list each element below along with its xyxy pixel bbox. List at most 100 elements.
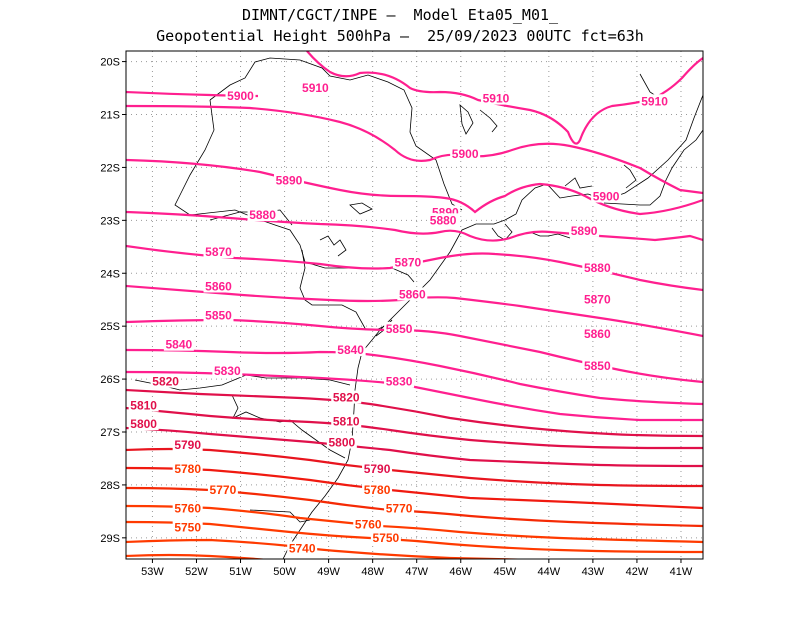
contour-label-5880-2: 5880: [584, 261, 611, 275]
lon-label-46W: 46W: [449, 566, 472, 578]
contour-label-5790-1: 5790: [364, 462, 391, 476]
contour-label-bg-5900-0: [225, 88, 256, 102]
contour-label-5830-0: 5830: [214, 364, 241, 378]
contour-label-5810-0: 5810: [130, 399, 157, 413]
contour-5750: [126, 520, 703, 554]
contour-label-bg-5910-2: [639, 94, 670, 108]
contour-label-bg-5850-1: [384, 321, 415, 335]
lon-label-50W: 50W: [273, 566, 296, 578]
lon-label-49W: 49W: [317, 566, 340, 578]
contour-label-bg-5790-1: [362, 462, 393, 476]
lat-label-24S: 24S: [100, 268, 120, 280]
contour-label-5860-0: 5860: [205, 279, 232, 293]
contour-label-5740-0: 5740: [289, 541, 316, 555]
lat-label-27S: 27S: [100, 427, 120, 439]
lon-label-44W: 44W: [538, 566, 561, 578]
contour-label-5850-0: 5850: [205, 309, 232, 323]
lat-label-22S: 22S: [100, 162, 120, 174]
contour-label-5910-1: 5910: [483, 92, 510, 106]
contour-label-5760-0: 5760: [174, 502, 201, 516]
contour-label-5910-0: 5910: [302, 81, 329, 95]
contour-label-bg-5800-1: [326, 435, 357, 449]
contour-label-bg-5770-0: [207, 483, 238, 497]
lat-label-26S: 26S: [100, 374, 120, 386]
contour-label-bg-5760-0: [172, 501, 203, 515]
contour-5760: [126, 504, 703, 544]
contour-label-bg-5750-1: [370, 530, 401, 544]
title-line-2: Geopotential Height 500hPa — 25/09/2023 …: [156, 27, 644, 45]
contour-label-5890-2: 5890: [571, 224, 598, 238]
contour-label-5790-0: 5790: [174, 438, 201, 452]
contour-label-bg-5810-0: [128, 398, 159, 412]
contour-5810: [126, 406, 703, 450]
contour-label-5800-0: 5800: [130, 417, 157, 431]
contour-label-bg-5800-0: [128, 417, 159, 431]
lon-label-53W: 53W: [141, 566, 164, 578]
contour-label-bg-5870-2: [582, 292, 613, 306]
contour-label-5860-2: 5860: [584, 327, 611, 341]
contour-5840: [126, 348, 703, 406]
contour-label-bg-5910-0: [300, 81, 331, 95]
contour-label-5780-1: 5780: [364, 483, 391, 497]
lat-label-20S: 20S: [100, 57, 120, 69]
axis-labels: 53W 52W 51W 50W 49W 48W 47W 46W 45W 44W 43W 42W 41W 2…: [100, 57, 692, 578]
contour-label-5850-1: 5850: [386, 322, 413, 336]
contour-label-bg-5790-0: [172, 438, 203, 452]
contour-label-5850-2: 5850: [584, 359, 611, 373]
contour-label-5840-1: 5840: [337, 343, 364, 357]
contour-label-bg-5820-0: [150, 374, 181, 388]
title-line-1: DIMNT/CGCT/INPE — Model Eta05_M01_: [241, 6, 559, 24]
lat-label-21S: 21S: [100, 110, 120, 122]
lon-label-43W: 43W: [582, 566, 605, 578]
lat-label-29S: 29S: [100, 533, 120, 545]
contour-label-5900-0: 5900: [227, 89, 254, 103]
contour-label-bg-5750-0: [172, 520, 203, 534]
contour-label-5830-1: 5830: [386, 375, 413, 389]
contour-label-bg-5880-0: [247, 208, 278, 222]
contour-label-bg-5830-0: [212, 364, 243, 378]
contour-label-bg-5910-1: [480, 91, 511, 105]
contour-label-5780-0: 5780: [174, 462, 201, 476]
contour-label-bg-5860-0: [203, 279, 234, 293]
contour-label-bg-5900-2: [591, 189, 622, 203]
contour-label-5820-1: 5820: [333, 391, 360, 405]
contour-label-bg-5850-2: [582, 358, 613, 372]
contour-label-bg-5900-1: [450, 147, 481, 161]
contour-label-bg-5870-0: [203, 245, 234, 259]
contour-5820: [126, 388, 703, 438]
lon-label-42W: 42W: [626, 566, 649, 578]
contour-label-5770-1: 5770: [386, 502, 413, 516]
contour-label-5870-1: 5870: [395, 256, 422, 270]
contour-label-bg-5860-1: [397, 287, 428, 301]
contour-label-bg-5770-1: [384, 501, 415, 515]
contour-label-bg-5840-0: [163, 337, 194, 351]
lon-label-52W: 52W: [185, 566, 208, 578]
lon-label-41W: 41W: [670, 566, 693, 578]
contour-label-5890-0: 5890: [276, 174, 303, 188]
contour-label-5820-0: 5820: [152, 375, 179, 389]
contour-label-bg-5760-1: [353, 517, 384, 531]
plot-frame: [125, 50, 704, 560]
contour-label-5810-1: 5810: [333, 414, 360, 428]
contour-label-bg-5840-1: [335, 342, 366, 356]
contour-label-bg-5820-1: [331, 390, 362, 404]
contour-label-bg-5890-0: [273, 173, 304, 187]
contour-label-bg-5860-2: [582, 327, 613, 341]
lon-label-51W: 51W: [229, 566, 252, 578]
contour-label-5870-2: 5870: [584, 293, 611, 307]
lat-label-25S: 25S: [100, 321, 120, 333]
contour-label-bg-5780-0: [172, 462, 203, 476]
contour-label-bg-5880-2: [582, 260, 613, 274]
contour-5800: [126, 426, 703, 468]
contour-5890: [126, 158, 703, 216]
contour-5880: [126, 210, 703, 242]
contour-label-5870-0: 5870: [205, 245, 232, 259]
lon-label-47W: 47W: [405, 566, 428, 578]
lon-label-48W: 48W: [361, 566, 384, 578]
contour-label-5770-0: 5770: [210, 483, 237, 497]
contour-5730: [126, 553, 270, 559]
contour-label-5880-1: 5880: [430, 213, 457, 227]
contour-label-5750-1: 5750: [373, 531, 400, 545]
